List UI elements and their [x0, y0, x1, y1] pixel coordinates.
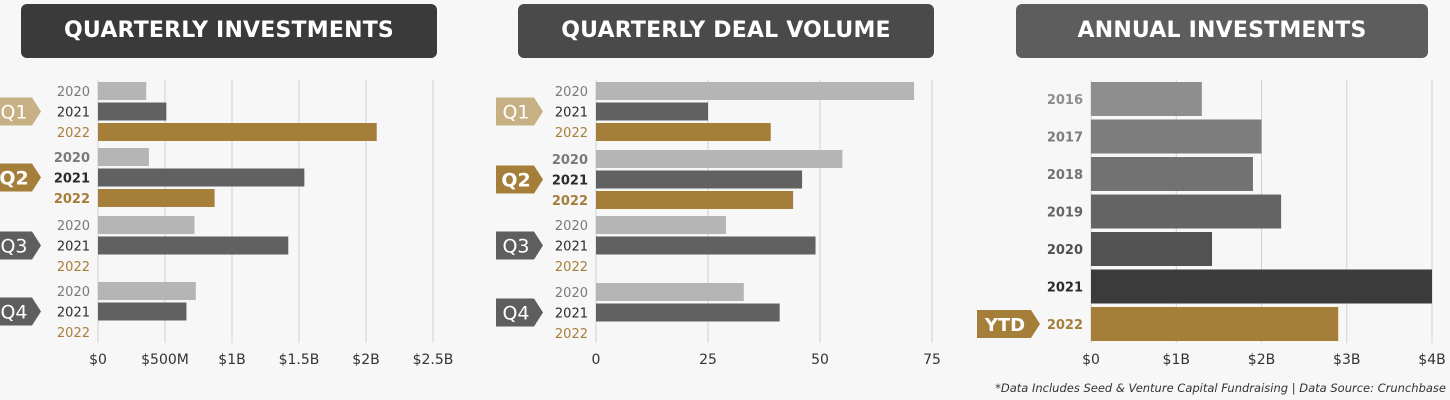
year-label: 2022: [555, 260, 588, 275]
bar: [596, 123, 771, 141]
bar: [596, 303, 780, 322]
x-tick-label: $2.5B: [413, 352, 454, 368]
bar: [98, 302, 187, 321]
year-label: 2021: [57, 106, 90, 121]
quarter-badge: [0, 231, 41, 260]
quarter-label: Q1: [0, 102, 27, 124]
year-label: 2020: [1047, 243, 1083, 258]
quarter-badge: [496, 165, 543, 194]
bar: [1091, 232, 1213, 266]
footnote: *Data Includes Seed & Venture Capital Fu…: [995, 381, 1446, 395]
year-label: 2022: [57, 126, 90, 141]
bar: [98, 282, 196, 300]
year-label: 2020: [555, 219, 588, 234]
annual-investments-title: ANNUAL INVESTMENTS: [1016, 4, 1428, 58]
ytd-badge: [977, 310, 1040, 338]
quarter-label: Q1: [502, 102, 529, 124]
year-label: 2021: [57, 240, 90, 255]
x-tick-label: $0: [1082, 352, 1100, 368]
quarter-badge: [496, 298, 543, 327]
year-label: 2020: [552, 153, 588, 168]
year-label: 2021: [555, 240, 588, 255]
year-label: 2016: [1047, 93, 1083, 108]
bar: [1091, 194, 1282, 229]
x-tick-label: $2B: [1248, 352, 1275, 368]
year-label: 2018: [1047, 168, 1083, 183]
year-label: 2020: [57, 285, 90, 300]
year-label: 2020: [54, 151, 90, 166]
year-label: 2020: [57, 85, 90, 100]
x-tick-label: $2B: [352, 352, 379, 368]
year-label: 2019: [1047, 206, 1083, 221]
bar: [596, 216, 726, 234]
bar: [596, 82, 915, 100]
quarterly-investments-title: QUARTERLY INVESTMENTS: [21, 4, 437, 58]
quarter-label: Q2: [0, 168, 29, 190]
bar: [1091, 307, 1339, 341]
bar: [1091, 82, 1202, 116]
x-tick-label: 25: [699, 352, 717, 368]
year-label: 2022: [1047, 318, 1083, 333]
bar: [98, 216, 195, 234]
year-label: 2022: [54, 192, 90, 207]
year-label: 2020: [555, 85, 588, 100]
year-label: 2022: [552, 194, 588, 209]
bar: [596, 150, 843, 168]
bar: [98, 148, 149, 166]
year-label: 2022: [57, 260, 90, 275]
bar: [98, 123, 377, 141]
x-tick-label: $4B: [1418, 352, 1445, 368]
x-tick-label: $1.5B: [279, 352, 320, 368]
bar: [596, 102, 708, 121]
x-tick-label: $1B: [1163, 352, 1190, 368]
year-label: 2021: [555, 307, 588, 322]
year-label: 2020: [555, 286, 588, 301]
year-label: 2021: [57, 306, 90, 321]
year-label: 2022: [555, 327, 588, 342]
bar: [596, 236, 816, 255]
quarter-badge: [496, 231, 543, 260]
year-label: 2022: [57, 326, 90, 341]
year-label: 2021: [54, 172, 90, 187]
year-label: 2021: [1047, 281, 1083, 296]
year-label: 2020: [57, 219, 90, 234]
x-tick-label: $3B: [1333, 352, 1360, 368]
quarterly-deal-volume-title: QUARTERLY DEAL VOLUME: [518, 4, 934, 58]
quarter-badge: [0, 97, 41, 126]
bar: [98, 82, 147, 100]
quarter-label: Q3: [0, 236, 27, 258]
year-label: 2017: [1047, 131, 1083, 146]
bar: [98, 236, 289, 255]
bar: [596, 283, 744, 301]
ytd-label: YTD: [984, 315, 1025, 336]
year-label: 2021: [552, 174, 588, 189]
year-label: 2022: [555, 126, 588, 141]
quarter-label: Q4: [0, 302, 27, 324]
bar: [1091, 157, 1253, 191]
bar: [1091, 119, 1262, 154]
bar: [596, 170, 803, 189]
quarter-label: Q2: [501, 170, 530, 192]
bar: [98, 189, 215, 207]
x-tick-label: 75: [923, 352, 941, 368]
bar: [98, 168, 305, 187]
quarter-label: Q4: [502, 303, 529, 325]
quarter-badge: [0, 163, 41, 192]
quarter-badge: [0, 297, 41, 326]
bar: [596, 191, 794, 209]
x-tick-label: $1B: [218, 352, 245, 368]
bar: [1091, 269, 1432, 304]
quarter-label: Q3: [502, 236, 529, 258]
bar: [98, 102, 167, 121]
x-tick-label: $500M: [141, 352, 189, 368]
x-tick-label: 0: [592, 352, 601, 368]
quarter-badge: [496, 97, 543, 126]
x-tick-label: 50: [811, 352, 829, 368]
year-label: 2021: [555, 106, 588, 121]
x-tick-label: $0: [89, 352, 107, 368]
